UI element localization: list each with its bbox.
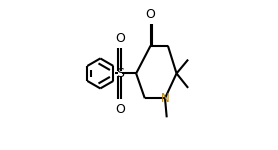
Text: O: O [115, 103, 125, 116]
Text: N: N [161, 92, 169, 105]
Text: O: O [146, 8, 155, 21]
Text: O: O [115, 32, 125, 45]
Text: S: S [116, 67, 124, 80]
